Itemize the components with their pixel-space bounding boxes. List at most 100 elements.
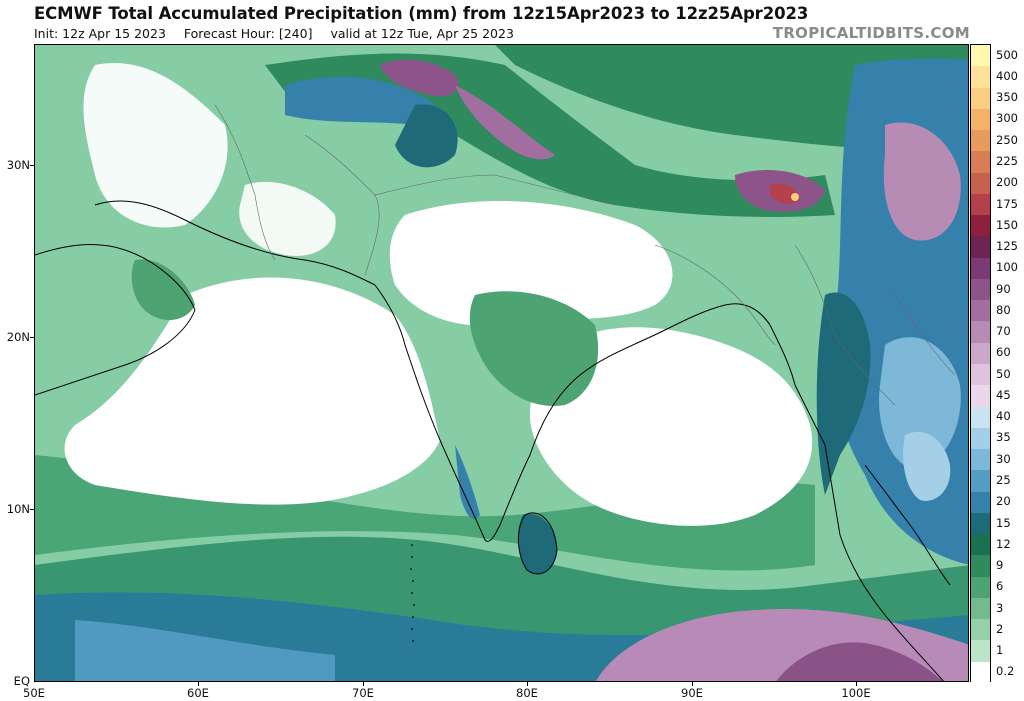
maldives-islands bbox=[410, 544, 415, 642]
lon-label-60e: 60E bbox=[187, 686, 209, 700]
lat-label-30n: 30N bbox=[6, 158, 30, 172]
colorbar bbox=[970, 44, 991, 684]
border-bangladesh bbox=[654, 244, 776, 346]
country-borders bbox=[214, 104, 956, 406]
map-canvas bbox=[35, 45, 968, 681]
colorbar-level-label: 25 bbox=[996, 472, 1011, 487]
forecast-hour: Forecast Hour: [240] bbox=[183, 26, 313, 41]
southeast-purple-core bbox=[776, 642, 943, 681]
colorbar-swatch bbox=[971, 385, 990, 408]
colorbar-level-label: 250 bbox=[996, 132, 1018, 147]
colorbar-swatch bbox=[971, 215, 990, 237]
lat-label-20n: 20N bbox=[6, 330, 30, 344]
coastlines bbox=[35, 200, 951, 681]
lat-tick-20n bbox=[30, 337, 34, 338]
colorbar-swatch bbox=[971, 108, 990, 131]
kerala-blue bbox=[455, 445, 480, 519]
colorbar-level-label: 175 bbox=[996, 196, 1018, 211]
north-pakistan-dark bbox=[395, 104, 458, 168]
colorbar-swatch bbox=[971, 342, 990, 365]
colorbar-level-label: 40 bbox=[996, 409, 1011, 424]
colorbar-swatch bbox=[971, 555, 990, 578]
colorbar-level-label: 45 bbox=[996, 387, 1011, 402]
arunachal-peak-max bbox=[791, 193, 799, 201]
colorbar-level-label: 500 bbox=[996, 47, 1018, 62]
colorbar-swatch bbox=[971, 300, 990, 322]
colorbar-swatch bbox=[971, 619, 990, 641]
colorbar-swatch bbox=[971, 364, 990, 386]
init-time: Init: 12z Apr 15 2023 bbox=[34, 26, 166, 41]
colorbar-swatch bbox=[971, 130, 990, 152]
border-laos bbox=[894, 294, 956, 376]
colorbar-swatch bbox=[971, 66, 990, 89]
colorbar-level-label: 150 bbox=[996, 217, 1018, 232]
myanmar-dark-band bbox=[816, 292, 871, 495]
colorbar-level-label: 60 bbox=[996, 345, 1011, 360]
colorbar-level-label: 1 bbox=[996, 643, 1004, 658]
oman-green bbox=[131, 259, 195, 320]
colorbar-level-label: 3 bbox=[996, 600, 1004, 615]
colorbar-level-label: 35 bbox=[996, 430, 1011, 445]
karakoram-purple bbox=[380, 59, 459, 97]
colorbar-level-label: 12 bbox=[996, 536, 1011, 551]
colorbar-swatch bbox=[971, 236, 990, 259]
colorbar-level-label: 400 bbox=[996, 68, 1018, 83]
colorbar-swatch bbox=[971, 576, 990, 599]
colorbar-swatch bbox=[971, 278, 990, 301]
colorbar-level-label: 6 bbox=[996, 579, 1004, 594]
valid-time: valid at 12z Tue, Apr 25 2023 bbox=[330, 26, 514, 41]
colorbar-level-label: 125 bbox=[996, 239, 1018, 254]
lat-tick-30n bbox=[30, 165, 34, 166]
colorbar-swatch bbox=[971, 470, 990, 493]
sri-lanka-dark bbox=[518, 514, 557, 574]
lon-label-70e: 70E bbox=[352, 686, 374, 700]
colorbar-swatch bbox=[971, 151, 990, 174]
colorbar-swatch bbox=[971, 257, 990, 280]
colorbar-swatch bbox=[971, 597, 990, 620]
colorbar-level-label: 30 bbox=[996, 451, 1011, 466]
myanmar-malay-coastline bbox=[794, 384, 944, 681]
colorbar-level-label: 90 bbox=[996, 281, 1011, 296]
colorbar-swatch bbox=[971, 640, 990, 663]
kashmir-pink-band bbox=[455, 85, 555, 160]
colorbar-swatch bbox=[971, 491, 990, 514]
lon-label-50e: 50E bbox=[23, 686, 45, 700]
colorbar-level-label: 80 bbox=[996, 302, 1011, 317]
border-myanmar bbox=[794, 244, 896, 406]
colorbar-level-label: 350 bbox=[996, 90, 1018, 105]
site-watermark: TROPICALTIDBITS.COM bbox=[772, 24, 970, 42]
chart-title: ECMWF Total Accumulated Precipitation (m… bbox=[34, 4, 809, 23]
colorbar-level-label: 225 bbox=[996, 153, 1018, 168]
colorbar-swatch bbox=[971, 172, 990, 195]
yunnan-pink bbox=[883, 122, 961, 241]
colorbar-level-label: 20 bbox=[996, 494, 1011, 509]
colorbar-level-label: 0.2 bbox=[996, 664, 1015, 679]
bay-of-bengal-dry-area bbox=[530, 327, 813, 526]
lon-tick-80e bbox=[527, 682, 528, 686]
lon-tick-100e bbox=[856, 682, 857, 686]
colorbar-level-label: 200 bbox=[996, 175, 1018, 190]
iran-dry-area bbox=[239, 181, 336, 256]
colorbar-swatch bbox=[971, 449, 990, 471]
colorbar-level-label: 100 bbox=[996, 260, 1018, 275]
hindu-kush-blue bbox=[285, 76, 446, 127]
subtitle: Init: 12z Apr 15 2023 Forecast Hour: [24… bbox=[34, 26, 528, 41]
colorbar-level-label: 70 bbox=[996, 324, 1011, 339]
colorbar-level-label: 2 bbox=[996, 621, 1004, 636]
thai-gulf-coastline bbox=[864, 464, 951, 586]
precipitation-map bbox=[34, 44, 969, 682]
colorbar-level-label: 300 bbox=[996, 111, 1018, 126]
arabia-coastline bbox=[35, 244, 196, 396]
border-iran bbox=[214, 104, 276, 261]
lon-tick-90e bbox=[692, 682, 693, 686]
southwest-light-blue bbox=[75, 620, 335, 681]
lat-label-eq: EQ bbox=[13, 674, 30, 688]
colorbar-level-label: 50 bbox=[996, 366, 1011, 381]
border-india-north bbox=[374, 174, 616, 206]
colorbar-swatch bbox=[971, 193, 990, 216]
lon-label-100e: 100E bbox=[841, 686, 871, 700]
colorbar-swatch bbox=[971, 87, 990, 110]
lon-tick-60e bbox=[198, 682, 199, 686]
colorbar-swatch bbox=[971, 427, 990, 450]
colorbar-swatch bbox=[971, 534, 990, 556]
